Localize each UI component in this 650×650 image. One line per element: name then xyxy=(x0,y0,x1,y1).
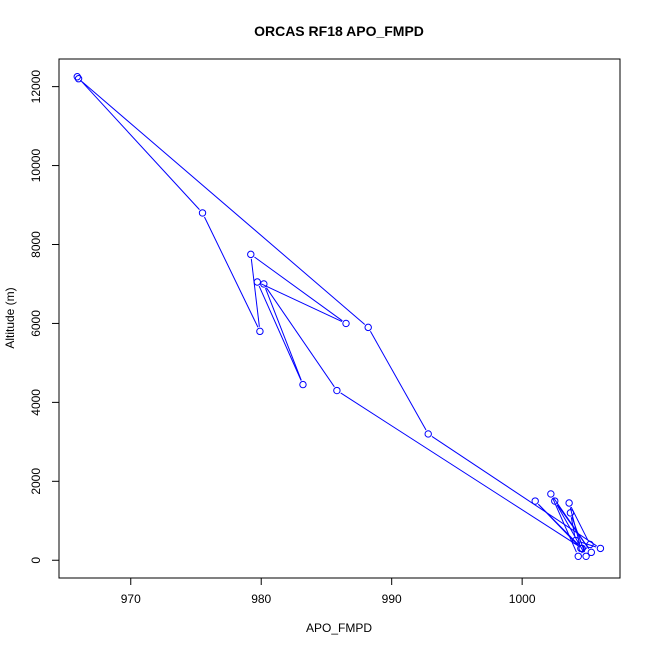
y-tick-label: 0 xyxy=(29,557,43,564)
data-point xyxy=(247,250,255,259)
y-axis: 0 2000 4000 6000 8000 10000 12000 xyxy=(29,70,60,564)
data-point xyxy=(565,499,573,507)
x-tick-label: 1000 xyxy=(509,592,536,606)
x-tick-label: 970 xyxy=(121,592,141,606)
series-segment xyxy=(264,287,302,381)
data-point xyxy=(566,509,575,517)
y-tick-label: 4000 xyxy=(29,389,43,416)
data-point xyxy=(256,327,264,336)
data-point xyxy=(424,430,432,438)
x-axis-label: APO_FMPD xyxy=(306,621,372,635)
series-segment xyxy=(204,216,259,328)
series-segment xyxy=(570,517,576,537)
chart-title: ORCAS RF18 APO_FMPD xyxy=(254,23,424,39)
series-segment xyxy=(81,81,366,325)
series-layer xyxy=(73,73,605,560)
data-point xyxy=(586,540,594,549)
y-tick-label: 10000 xyxy=(29,149,43,183)
data-point xyxy=(587,548,595,557)
data-point xyxy=(596,544,605,553)
series-segment xyxy=(340,392,579,547)
x-tick-label: 980 xyxy=(251,592,271,606)
y-tick-label: 12000 xyxy=(29,70,43,104)
data-point xyxy=(74,75,83,83)
data-point xyxy=(253,278,262,286)
series-segment xyxy=(254,256,343,322)
data-point xyxy=(547,490,555,498)
y-axis-label: Altitude (m) xyxy=(3,287,17,348)
data-point xyxy=(531,497,539,505)
series-segment xyxy=(261,283,343,322)
data-point xyxy=(571,536,580,545)
data-point xyxy=(73,73,81,81)
data-point xyxy=(551,497,559,505)
data-point xyxy=(574,552,582,560)
data-point xyxy=(577,544,585,553)
y-tick-label: 2000 xyxy=(29,468,43,495)
data-point xyxy=(582,552,590,560)
data-point xyxy=(198,209,207,217)
series-segment xyxy=(431,436,597,547)
series-segment xyxy=(369,331,427,431)
series-segment xyxy=(579,541,597,548)
data-point xyxy=(364,323,372,332)
data-point xyxy=(333,386,341,395)
series-segment xyxy=(265,287,335,388)
series-segment xyxy=(258,285,302,381)
data-point xyxy=(299,380,307,389)
y-tick-label: 8000 xyxy=(29,231,43,258)
series-segment xyxy=(250,258,260,327)
series-segment xyxy=(79,79,200,210)
data-point xyxy=(342,319,350,328)
y-tick-label: 6000 xyxy=(29,310,43,337)
series-segment xyxy=(571,516,586,553)
x-axis: 970 980 990 1000 xyxy=(121,577,536,606)
x-tick-label: 990 xyxy=(382,592,402,606)
data-point xyxy=(260,280,268,288)
